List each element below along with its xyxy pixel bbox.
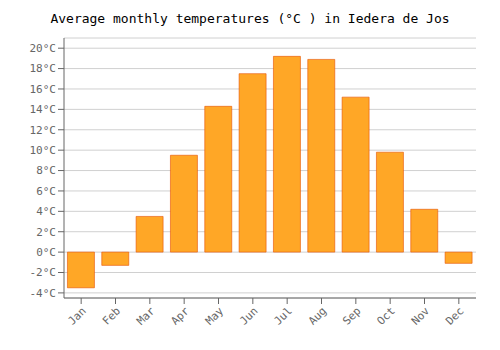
svg-text:Mar: Mar <box>134 304 158 328</box>
svg-text:12°C: 12°C <box>30 124 57 137</box>
svg-text:-4°C: -4°C <box>30 287 57 300</box>
svg-text:14°C: 14°C <box>30 103 57 116</box>
svg-text:May: May <box>203 304 227 328</box>
svg-text:0°C: 0°C <box>36 246 56 259</box>
svg-text:Aug: Aug <box>306 304 329 327</box>
svg-text:2°C: 2°C <box>36 226 56 239</box>
svg-text:10°C: 10°C <box>30 144 57 157</box>
svg-text:20°C: 20°C <box>30 42 57 55</box>
svg-text:Oct: Oct <box>375 304 398 327</box>
svg-text:6°C: 6°C <box>36 185 56 198</box>
svg-text:Jan: Jan <box>66 304 89 327</box>
svg-text:4°C: 4°C <box>36 205 56 218</box>
svg-text:Sep: Sep <box>340 304 363 327</box>
html-text:Average monthly temperatures (: Average monthly temperatures (°C ) in Ie… <box>50 11 450 26</box>
svg-text:Jun: Jun <box>237 304 260 327</box>
svg-text:Apr: Apr <box>169 304 193 328</box>
svg-text:Dec: Dec <box>443 304 466 327</box>
svg-text:16°C: 16°C <box>30 83 57 96</box>
svg-text:Nov: Nov <box>409 304 433 328</box>
svg-text:8°C: 8°C <box>36 164 56 177</box>
svg-text:Jul: Jul <box>272 304 295 327</box>
svg-text:18°C: 18°C <box>30 62 57 75</box>
svg-text:-2°C: -2°C <box>30 266 57 279</box>
svg-text:Feb: Feb <box>100 304 123 327</box>
